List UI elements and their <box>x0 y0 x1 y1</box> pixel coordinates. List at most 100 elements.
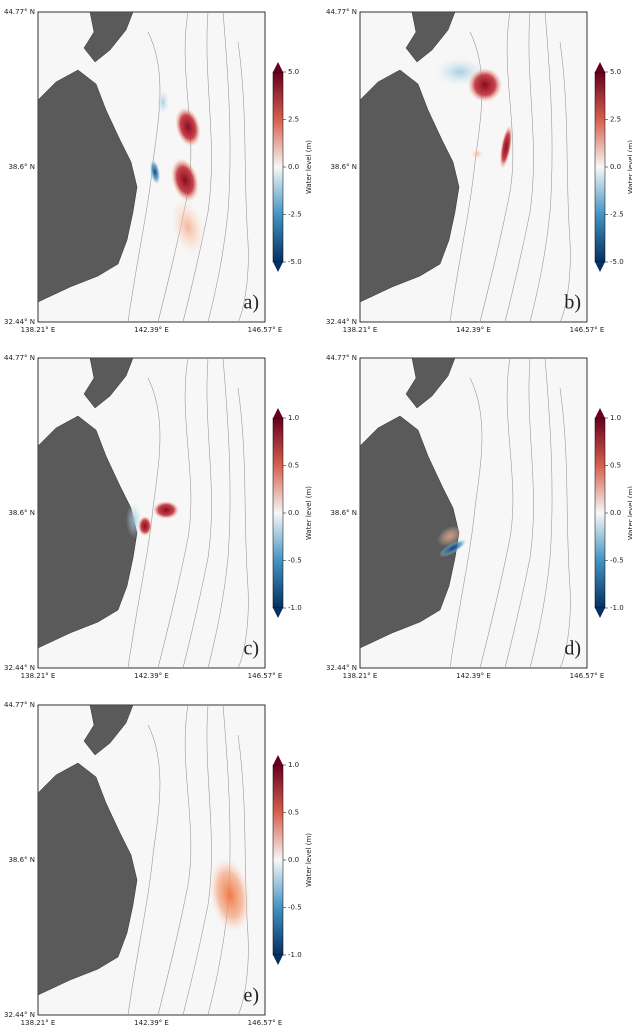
bathymetry-contour <box>529 357 553 669</box>
y-tick-label: 44.77° N <box>326 354 357 362</box>
colorbar-extend <box>273 408 283 418</box>
bathymetry-contour <box>127 377 161 669</box>
land <box>405 11 456 63</box>
bathymetry-contour <box>207 357 231 669</box>
bathymetry-contour <box>504 11 534 323</box>
panel-label: c) <box>243 638 259 660</box>
y-tick-label: 38.6° N <box>330 163 357 171</box>
bathymetry-contour <box>237 387 249 669</box>
water-level-anomaly <box>157 90 169 114</box>
colorbar-tick-label: 0.0 <box>610 509 621 517</box>
colorbar-tick-label: 2.5 <box>610 116 621 124</box>
panel-label: a) <box>243 292 259 314</box>
water-level-anomaly <box>499 125 513 169</box>
water-level-anomaly <box>468 68 502 102</box>
bathymetry-contour <box>182 357 212 669</box>
colorbar-tick-label: 0.5 <box>288 462 299 470</box>
colorbar <box>272 417 284 609</box>
x-tick-label: 138.21° E <box>21 672 56 680</box>
water-level-anomaly <box>209 857 251 933</box>
y-tick-label: 32.44° N <box>4 318 35 326</box>
water-level-anomaly <box>471 149 483 159</box>
x-tick-label: 138.21° E <box>21 326 56 334</box>
colorbar-tick-label: -0.5 <box>610 557 624 565</box>
colorbar-extend <box>273 955 283 965</box>
colorbar-tick-label: 1.0 <box>288 761 299 769</box>
water-level-anomaly <box>438 538 468 558</box>
bathymetry-contour <box>127 724 161 1016</box>
colorbar-tick-label: 0.0 <box>288 509 299 517</box>
colorbar-tick-label: 0.5 <box>610 462 621 470</box>
land <box>359 69 460 303</box>
colorbar <box>594 71 606 263</box>
colorbar-tick-label: -5.0 <box>610 258 624 266</box>
y-tick-label: 32.44° N <box>326 318 357 326</box>
bathymetry-contour <box>157 704 192 1016</box>
x-tick-label: 146.57° E <box>248 1019 283 1027</box>
colorbar <box>594 417 606 609</box>
panel-label: b) <box>564 292 581 314</box>
bathymetry-contour <box>559 387 571 669</box>
colorbar-extend <box>595 408 605 418</box>
colorbar-tick-label: -1.0 <box>288 604 302 612</box>
x-tick-label: 138.21° E <box>343 326 378 334</box>
bathymetry-contour <box>559 41 571 323</box>
x-tick-label: 146.57° E <box>248 326 283 334</box>
colorbar-tick-label: 1.0 <box>288 414 299 422</box>
water-level-anomaly <box>171 158 199 202</box>
colorbar-extend <box>595 262 605 272</box>
y-tick-label: 44.77° N <box>4 354 35 362</box>
land <box>83 704 134 756</box>
colorbar-tick-label: -0.5 <box>288 904 302 912</box>
x-tick-label: 146.57° E <box>570 326 605 334</box>
bathymetry-contour <box>504 357 534 669</box>
colorbar <box>272 764 284 956</box>
land <box>405 357 456 409</box>
y-tick-label: 44.77° N <box>326 8 357 16</box>
x-tick-label: 142.39° E <box>134 326 169 334</box>
colorbar-tick-label: -5.0 <box>288 258 302 266</box>
colorbar-tick-label: 2.5 <box>288 116 299 124</box>
colorbar-tick-label: 1.0 <box>610 414 621 422</box>
y-tick-label: 38.6° N <box>330 509 357 517</box>
colorbar-label: Water level (m) <box>305 140 313 194</box>
land <box>37 69 138 303</box>
colorbar <box>272 71 284 263</box>
bathymetry-contour <box>237 41 249 323</box>
land <box>83 357 134 409</box>
colorbar-label: Water level (m) <box>627 140 632 194</box>
water-level-anomaly <box>175 107 201 147</box>
y-tick-label: 32.44° N <box>4 664 35 672</box>
bathymetry-contour <box>207 11 231 323</box>
x-tick-label: 142.39° E <box>134 672 169 680</box>
colorbar-label: Water level (m) <box>305 486 313 540</box>
colorbar-extend <box>273 755 283 765</box>
bathymetry-contour <box>479 357 514 669</box>
land <box>37 762 138 996</box>
x-tick-label: 142.39° E <box>134 1019 169 1027</box>
colorbar-extend <box>595 608 605 618</box>
panel-label: e) <box>243 985 259 1007</box>
y-tick-label: 44.77° N <box>4 701 35 709</box>
bathymetry-contour <box>157 357 192 669</box>
y-tick-label: 38.6° N <box>8 856 35 864</box>
panel-label: d) <box>564 638 581 660</box>
x-tick-label: 138.21° E <box>21 1019 56 1027</box>
x-tick-label: 142.39° E <box>456 326 491 334</box>
y-tick-label: 32.44° N <box>326 664 357 672</box>
colorbar-tick-label: 0.5 <box>288 809 299 817</box>
colorbar-tick-label: -2.5 <box>610 211 624 219</box>
water-level-anomaly <box>153 501 179 519</box>
water-level-anomaly <box>149 159 161 185</box>
colorbar-label: Water level (m) <box>305 833 313 887</box>
x-tick-label: 138.21° E <box>343 672 378 680</box>
y-tick-label: 44.77° N <box>4 8 35 16</box>
colorbar-tick-label: 0.0 <box>288 163 299 171</box>
colorbar-tick-label: 0.0 <box>610 163 621 171</box>
colorbar-extend <box>273 608 283 618</box>
